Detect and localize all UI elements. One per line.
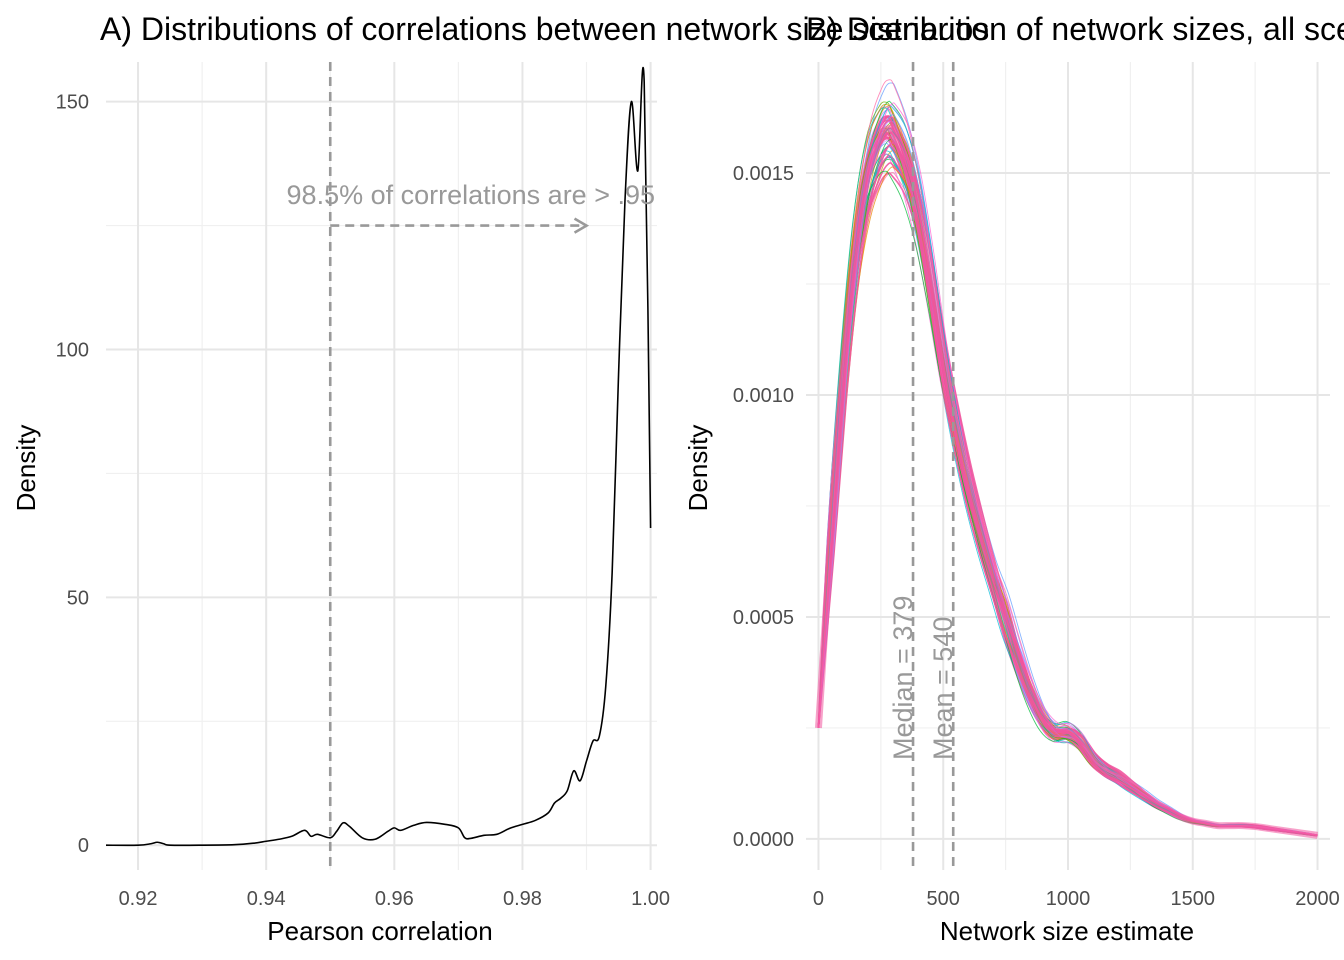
panel-a-y-tick-label: 100 bbox=[56, 340, 89, 362]
panel-b-mean-label: Mean = 540 bbox=[928, 617, 958, 760]
panel-b-x-axis-title: Network size estimate bbox=[940, 916, 1194, 946]
panel-b-title: B) Distribution of network sizes, all sc… bbox=[806, 11, 1344, 47]
panel-b-series bbox=[814, 79, 1319, 839]
panel-b: Median = 379 Mean = 540 0 500 1000 1500 2000 … bbox=[683, 62, 1340, 946]
panel-b-scenario-band bbox=[814, 124, 1319, 839]
panel-b-y-tick-label: 0.0015 bbox=[733, 163, 794, 185]
panel-a-title: A) Distributions of correlations between… bbox=[100, 11, 989, 47]
panel-b-x-tick-label: 0 bbox=[813, 888, 824, 910]
panel-a-x-tick-label: 1.00 bbox=[631, 888, 670, 910]
panel-a-series bbox=[105, 67, 652, 847]
panel-b-y-axis-title: Density bbox=[683, 425, 713, 512]
panel-a-x-ticks: 0.92 0.94 0.96 0.98 1.00 bbox=[119, 888, 670, 910]
panel-a-reference-lines bbox=[328, 62, 590, 870]
panel-a-x-tick-label: 0.94 bbox=[247, 888, 286, 910]
panel-a-x-tick-label: 0.96 bbox=[375, 888, 414, 910]
panel-a: 0.92 0.94 0.96 0.98 1.00 0 50 100 150 98.5% of … bbox=[11, 62, 670, 946]
panel-a-x-axis-title: Pearson correlation bbox=[267, 916, 492, 946]
panel-b-x-ticks: 0 500 1000 1500 2000 bbox=[813, 888, 1340, 910]
panel-a-density-line bbox=[105, 67, 652, 847]
panel-a-y-tick-label: 50 bbox=[67, 587, 89, 609]
panel-a-y-ticks: 0 50 100 150 bbox=[56, 92, 89, 858]
panel-a-x-tick-label: 0.92 bbox=[119, 888, 158, 910]
panel-b-x-tick-label: 1500 bbox=[1171, 888, 1216, 910]
panel-a-y-axis-title: Density bbox=[11, 425, 41, 512]
panel-b-x-tick-label: 1000 bbox=[1046, 888, 1091, 910]
panel-b-grid bbox=[806, 62, 1330, 870]
panel-b-y-tick-label: 0.0010 bbox=[733, 385, 794, 407]
panel-a-arrow-head bbox=[573, 217, 590, 234]
panel-b-y-tick-label: 0.0005 bbox=[733, 607, 794, 629]
panel-b-reference-lines: Median = 379 Mean = 540 bbox=[888, 62, 958, 870]
panel-b-median-label: Median = 379 bbox=[888, 596, 918, 760]
panel-b-y-ticks: 0.0000 0.0005 0.0010 0.0015 bbox=[733, 163, 794, 851]
panel-b-y-tick-label: 0.0000 bbox=[733, 829, 794, 851]
panel-a-y-tick-label: 150 bbox=[56, 92, 89, 114]
panel-b-x-tick-label: 500 bbox=[927, 888, 960, 910]
panel-a-annotation: 98.5% of correlations are > .95 bbox=[287, 180, 655, 210]
panel-a-x-tick-label: 0.98 bbox=[503, 888, 542, 910]
panel-a-grid bbox=[106, 62, 657, 870]
panel-b-x-tick-label: 2000 bbox=[1295, 888, 1340, 910]
panel-a-y-tick-label: 0 bbox=[78, 835, 89, 857]
